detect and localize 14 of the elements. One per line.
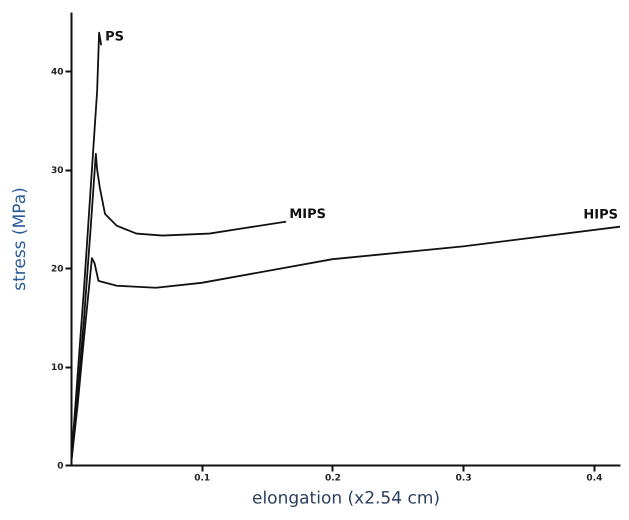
y-tick-label: 40 [50,68,64,78]
x-tick-label: 0.1 [194,474,210,484]
y-axis-title: stress (MPa) [10,187,30,291]
y-tick-label: 20 [50,264,64,275]
y-tick-label: 10 [50,363,64,374]
series-label: PS [105,30,124,44]
x-tick-label: 0.4 [586,474,602,484]
series-label: HIPS [583,208,618,223]
y-tick-label: 30 [50,166,64,176]
series-label: MIPS [289,206,326,222]
y-tick-label: 0 [57,462,64,472]
x-tick-label: 0.2 [324,474,341,484]
x-axis-title: elongation (x2.54 cm) [252,488,440,508]
x-tick-label: 0.3 [456,474,472,484]
